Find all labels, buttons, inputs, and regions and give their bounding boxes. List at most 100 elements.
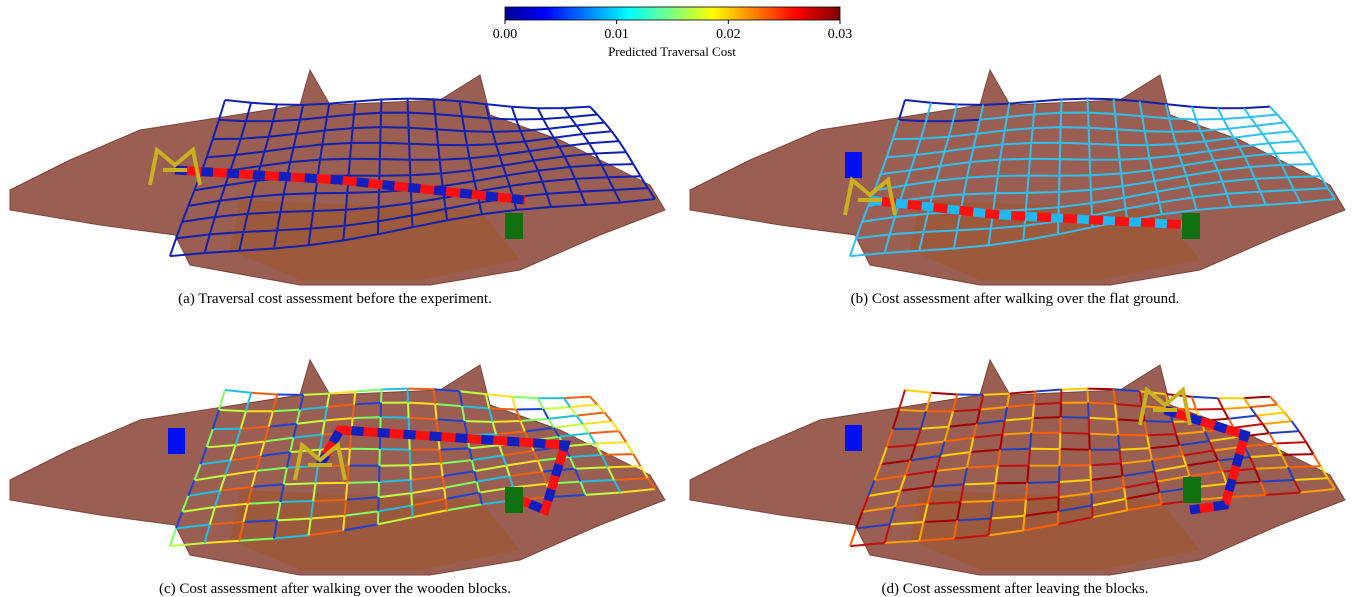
cost-grid-edge [899,410,926,411]
cost-grid-edge [1025,500,1026,516]
cost-grid-edge [1292,421,1299,431]
cost-grid-edge [345,500,346,516]
cost-grid-edge [1256,126,1262,134]
cost-grid-edge [543,409,548,419]
cost-grid-edge [538,398,543,409]
cost-grid-edge [1035,390,1061,392]
panel-caption: (a) Traversal cost assessment before the… [178,291,492,307]
cost-grid-edge [993,500,1026,501]
cost-grid-edge [589,141,619,143]
cost-grid-edge [1088,99,1089,113]
cost-grid-edge [303,104,329,105]
cost-grid-edge [343,226,344,241]
cost-grid-edge [564,107,590,108]
cost-grid-edge [1023,516,1024,531]
cost-grid-edge [343,516,344,531]
cost-grid-edge [408,389,434,390]
cost-grid-edge [354,391,355,404]
colorbar-tick-label: 0.01 [604,27,629,42]
cost-grid-edge [1088,113,1089,128]
cost-grid-edge [633,454,640,466]
cost-grid-edge [280,501,313,502]
cost-grid-edge [1090,160,1091,176]
cost-grid-edge [251,103,277,105]
cost-grid-edge [408,113,435,114]
cost-grid-edge [1282,164,1314,165]
cost-grid-edge [1088,389,1114,390]
cost-grid-edge [1282,454,1314,455]
cost-grid-edge [604,412,611,421]
cost-grid-edge [411,480,412,493]
goal-marker [505,487,523,513]
cost-grid-edge [486,394,512,397]
cost-grid-edge [1088,99,1114,100]
cost-grid-edge [589,433,595,443]
cost-grid-edge [983,104,1009,105]
cost-grid-edge [1288,176,1321,177]
cost-grid-edge [612,131,619,141]
cost-grid-edge [412,215,413,227]
cost-grid-edge [353,404,354,418]
cost-grid-edge [1089,418,1090,434]
cost-grid-edge [1035,100,1061,102]
cost-grid-edge [1033,417,1061,418]
cost-grid-edge [608,176,641,177]
cost-grid-edge [1166,104,1192,107]
cost-grid-edge [1263,131,1292,134]
cost-grid-edge [1060,433,1089,434]
cost-grid-edge [465,131,493,132]
cost-grid-edge [489,118,516,119]
cost-grid-edge [1270,107,1277,115]
figure: Predicted Traversal Cost 0.000.010.020.0… [0,0,1353,597]
cost-grid-edge [381,99,407,100]
cost-grid-edge [576,412,604,415]
cost-grid-edge [564,398,570,407]
cost-grid-edge [410,465,411,480]
cost-grid-edge [626,442,633,454]
cost-grid-edge [1223,409,1228,419]
cost-grid-edge [1192,107,1218,108]
cost-grid-edge [380,449,410,450]
cost-grid-edge [408,403,435,404]
cost-grid-edge [554,424,583,428]
cost-grid-edge [1192,397,1196,410]
cost-grid-edge [1228,416,1256,419]
cost-grid-edge [347,466,348,483]
cost-grid-edge [576,126,582,134]
cost-grid-edge [1306,442,1313,454]
cost-grid-edge [380,143,409,144]
cost-grid-edge [589,143,595,153]
cost-grid-edge [1256,412,1284,415]
cost-grid-edge [412,505,413,517]
cost-grid-edge [284,193,316,194]
goal-marker [1183,477,1201,503]
cost-grid-edge [380,159,410,160]
cost-grid-edge [346,483,347,500]
cost-grid-edge [381,389,407,390]
cost-grid-edge [1009,101,1035,103]
cost-grid-edge [1089,128,1090,144]
cost-grid-edge [1234,424,1263,428]
cost-grid-edge [225,390,251,393]
cost-grid-edge [1192,107,1196,120]
cost-grid-edge [1031,418,1032,433]
cost-grid-edge [1088,403,1089,418]
cost-grid-edge [1277,114,1284,122]
cost-grid-edge [589,431,619,433]
cost-grid-edge [1250,404,1277,407]
goal-marker [1182,213,1200,239]
cost-grid-edge [493,131,521,132]
cost-grid-edge [612,421,619,431]
cost-grid-edge [1223,407,1250,409]
cost-grid-edge [170,238,176,256]
cost-grid-edge [1223,119,1228,129]
cost-grid-edge [381,127,409,128]
cost-grid-edge [608,466,641,467]
cost-grid-edge [1090,450,1091,466]
cost-grid-edge [1269,143,1275,153]
cost-grid-edge [1009,391,1035,393]
cost-grid-edge [1027,192,1059,193]
cost-grid-edge [1299,431,1306,442]
panel-caption: (c) Cost assessment after walking over t… [159,581,511,597]
cost-grid-edge [1091,203,1092,215]
